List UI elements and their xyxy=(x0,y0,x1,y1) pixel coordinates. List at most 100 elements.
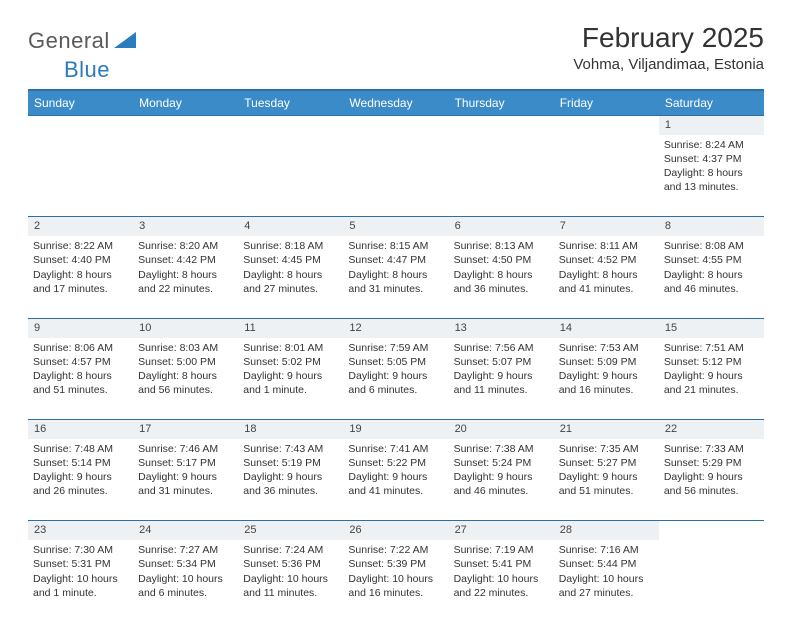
daylight1-text: Daylight: 9 hours xyxy=(559,470,654,484)
daylight2-text: and 27 minutes. xyxy=(559,586,654,600)
sunset-text: Sunset: 4:55 PM xyxy=(664,253,759,267)
daynum-row: 2345678 xyxy=(28,217,764,236)
day-number-cell: 10 xyxy=(133,318,238,337)
daylight1-text: Daylight: 10 hours xyxy=(243,572,338,586)
daylight2-text: and 36 minutes. xyxy=(243,484,338,498)
day-number-cell: 21 xyxy=(554,420,659,439)
daylight2-text: and 21 minutes. xyxy=(664,383,759,397)
sunset-text: Sunset: 5:12 PM xyxy=(664,355,759,369)
day-info-cell xyxy=(659,540,764,622)
col-wednesday: Wednesday xyxy=(343,90,448,116)
day-number-cell xyxy=(238,116,343,135)
daylight2-text: and 56 minutes. xyxy=(138,383,233,397)
day-number-cell: 15 xyxy=(659,318,764,337)
sunrise-text: Sunrise: 8:13 AM xyxy=(454,239,549,253)
day-number-cell: 18 xyxy=(238,420,343,439)
sunrise-text: Sunrise: 8:24 AM xyxy=(664,138,759,152)
daynum-row: 1 xyxy=(28,116,764,135)
sunset-text: Sunset: 5:41 PM xyxy=(454,557,549,571)
daylight1-text: Daylight: 8 hours xyxy=(138,369,233,383)
day-info-cell: Sunrise: 7:51 AMSunset: 5:12 PMDaylight:… xyxy=(659,338,764,420)
header-row: Sunday Monday Tuesday Wednesday Thursday… xyxy=(28,90,764,116)
info-row: Sunrise: 7:30 AMSunset: 5:31 PM Daylight:… xyxy=(28,540,764,622)
sunrise-text: Sunrise: 8:08 AM xyxy=(664,239,759,253)
day-info-cell: Sunrise: 7:59 AMSunset: 5:05 PMDaylight:… xyxy=(343,338,448,420)
sunset-text: Sunset: 5:02 PM xyxy=(243,355,338,369)
calendar-body: 1Sunrise: 8:24 AMSunset: 4:37 PMDaylight… xyxy=(28,116,764,622)
logo-line2: Blue xyxy=(30,57,766,83)
day-info-cell: Sunrise: 8:08 AMSunset: 4:55 PMDaylight:… xyxy=(659,236,764,318)
sunset-text: Sunset: 5:00 PM xyxy=(138,355,233,369)
sunrise-text: Sunrise: 7:27 AM xyxy=(138,543,233,557)
day-info-cell: Sunrise: 8:20 AMSunset: 4:42 PMDaylight:… xyxy=(133,236,238,318)
day-number-cell: 5 xyxy=(343,217,448,236)
daylight2-text: and 41 minutes. xyxy=(559,282,654,296)
sunrise-text: Sunrise: 7:53 AM xyxy=(559,341,654,355)
daylight1-text: Daylight: 9 hours xyxy=(348,369,443,383)
day-number-cell: 11 xyxy=(238,318,343,337)
day-info-cell: Sunrise: 7:22 AMSunset: 5:39 PMDaylight:… xyxy=(343,540,448,622)
daylight1-text: Daylight: 9 hours xyxy=(559,369,654,383)
day-info-cell xyxy=(554,135,659,217)
col-thursday: Thursday xyxy=(449,90,554,116)
day-info-cell xyxy=(238,135,343,217)
day-info-cell: Sunrise: 7:46 AMSunset: 5:17 PMDaylight:… xyxy=(133,439,238,521)
day-info-cell: Sunrise: 7:38 AMSunset: 5:24 PMDaylight:… xyxy=(449,439,554,521)
day-info-cell: Sunrise: 7:19 AMSunset: 5:41 PMDaylight:… xyxy=(449,540,554,622)
day-number-cell: 27 xyxy=(449,521,554,540)
day-number-cell xyxy=(28,116,133,135)
info-row: Sunrise: 8:22 AMSunset: 4:40 PMDaylight:… xyxy=(28,236,764,318)
sunrise-text: Sunrise: 7:48 AM xyxy=(33,442,128,456)
day-number-cell: 23 xyxy=(28,521,133,540)
day-number-cell: 26 xyxy=(343,521,448,540)
sunset-text: Sunset: 5:14 PM xyxy=(33,456,128,470)
sunset-text: Sunset: 5:05 PM xyxy=(348,355,443,369)
day-info-cell: Sunrise: 7:53 AMSunset: 5:09 PMDaylight:… xyxy=(554,338,659,420)
daylight1-text: Daylight: 9 hours xyxy=(664,369,759,383)
day-info-cell: Sunrise: 8:13 AMSunset: 4:50 PMDaylight:… xyxy=(449,236,554,318)
daylight1-text: Daylight: 8 hours xyxy=(348,268,443,282)
sunset-text: Sunset: 5:22 PM xyxy=(348,456,443,470)
day-number-cell: 17 xyxy=(133,420,238,439)
sunrise-text: Sunrise: 7:41 AM xyxy=(348,442,443,456)
sunrise-text: Sunrise: 8:03 AM xyxy=(138,341,233,355)
daylight2-text: and 22 minutes. xyxy=(454,586,549,600)
logo-text-2: Blue xyxy=(64,57,110,82)
day-info-cell: Sunrise: 8:03 AMSunset: 5:00 PMDaylight:… xyxy=(133,338,238,420)
sunset-text: Sunset: 5:07 PM xyxy=(454,355,549,369)
day-info-cell xyxy=(343,135,448,217)
day-number-cell xyxy=(343,116,448,135)
day-info-cell: Sunrise: 7:24 AMSunset: 5:36 PMDaylight:… xyxy=(238,540,343,622)
day-info-cell: Sunrise: 8:18 AMSunset: 4:45 PMDaylight:… xyxy=(238,236,343,318)
day-number-cell: 20 xyxy=(449,420,554,439)
col-friday: Friday xyxy=(554,90,659,116)
daylight1-text: Daylight: 8 hours xyxy=(243,268,338,282)
day-info-cell: Sunrise: 8:06 AMSunset: 4:57 PMDaylight:… xyxy=(28,338,133,420)
day-number-cell: 8 xyxy=(659,217,764,236)
daylight1-text: Daylight: 8 hours xyxy=(664,268,759,282)
sunrise-text: Sunrise: 7:46 AM xyxy=(138,442,233,456)
day-info-cell: Sunrise: 7:41 AMSunset: 5:22 PMDaylight:… xyxy=(343,439,448,521)
sunrise-text: Sunrise: 8:11 AM xyxy=(559,239,654,253)
daylight2-text: and 31 minutes. xyxy=(348,282,443,296)
daylight1-text: Daylight: 8 hours xyxy=(138,268,233,282)
daylight2-text: and 31 minutes. xyxy=(138,484,233,498)
daylight1-text: Daylight: 8 hours xyxy=(33,369,128,383)
day-info-cell: Sunrise: 7:56 AMSunset: 5:07 PMDaylight:… xyxy=(449,338,554,420)
sunrise-text: Sunrise: 7:22 AM xyxy=(348,543,443,557)
daylight1-text: Daylight: 8 hours xyxy=(664,166,759,180)
sunset-text: Sunset: 5:31 PM xyxy=(33,557,128,571)
page-title: February 2025 xyxy=(573,22,764,54)
daylight2-text: and 46 minutes. xyxy=(664,282,759,296)
sunset-text: Sunset: 4:45 PM xyxy=(243,253,338,267)
sunrise-text: Sunrise: 8:18 AM xyxy=(243,239,338,253)
day-number-cell: 24 xyxy=(133,521,238,540)
daylight2-text: and 46 minutes. xyxy=(454,484,549,498)
info-row: Sunrise: 8:24 AMSunset: 4:37 PMDaylight:… xyxy=(28,135,764,217)
sunset-text: Sunset: 5:44 PM xyxy=(559,557,654,571)
sunset-text: Sunset: 5:27 PM xyxy=(559,456,654,470)
day-info-cell xyxy=(449,135,554,217)
sunset-text: Sunset: 4:37 PM xyxy=(664,152,759,166)
sunset-text: Sunset: 4:57 PM xyxy=(33,355,128,369)
sunrise-text: Sunrise: 7:30 AM xyxy=(33,543,128,557)
